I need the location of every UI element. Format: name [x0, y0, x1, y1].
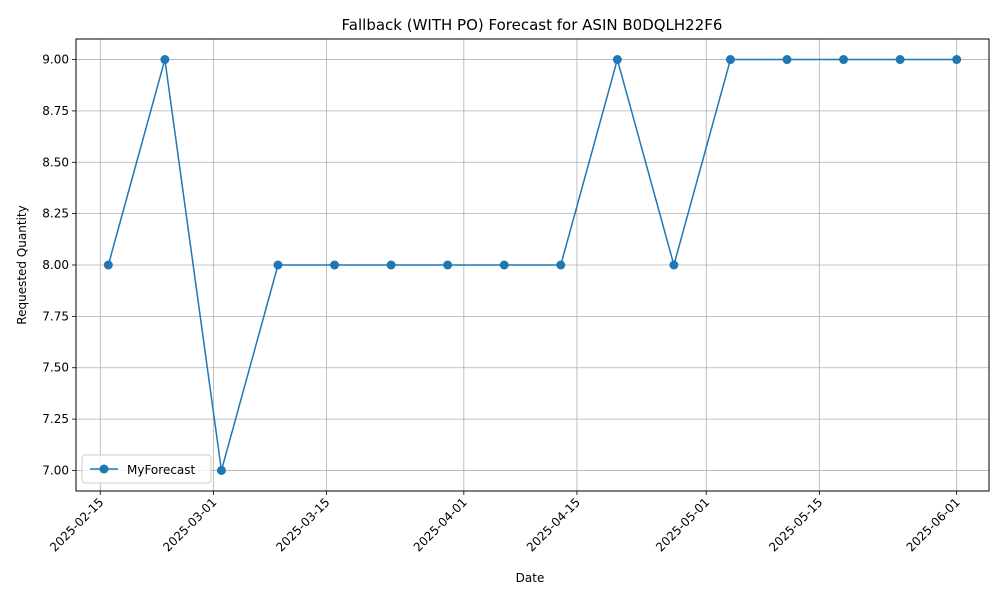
y-axis-label: Requested Quantity [15, 205, 29, 324]
chart-title: Fallback (WITH PO) Forecast for ASIN B0D… [342, 16, 723, 34]
y-tick-label: 7.00 [42, 463, 69, 477]
data-point [103, 260, 113, 270]
y-tick-label: 8.00 [42, 258, 69, 272]
data-point [386, 260, 396, 270]
data-point [443, 260, 453, 270]
data-point [499, 260, 509, 270]
data-point [160, 55, 170, 65]
data-point [782, 55, 792, 65]
legend-box [81, 454, 212, 484]
y-tick-label: 8.25 [42, 207, 69, 221]
y-tick-label: 9.00 [42, 53, 69, 67]
data-point [895, 55, 905, 65]
x-axis-label: Date [516, 571, 545, 585]
data-point [612, 55, 622, 65]
legend-label: MyForecast [127, 463, 196, 477]
legend: MyForecast [81, 454, 212, 484]
data-point [216, 465, 226, 475]
y-tick-label: 8.75 [42, 104, 69, 118]
data-point [725, 55, 735, 65]
legend-point-marker [99, 464, 109, 474]
data-point [839, 55, 849, 65]
data-point [273, 260, 283, 270]
data-point [952, 55, 962, 65]
y-tick-label: 7.50 [42, 361, 69, 375]
data-point [330, 260, 340, 270]
y-tick-label: 7.75 [42, 309, 69, 323]
series-layer [103, 55, 962, 475]
series-line [107, 58, 957, 472]
data-point [669, 260, 679, 270]
y-tick-label: 7.25 [42, 412, 69, 426]
data-point [556, 260, 566, 270]
y-tick-label: 8.50 [42, 155, 69, 169]
y-axis-ticks: 7.00 7.25 7.50 7.75 8.00 8.25 8.50 8.75 9.00 [42, 53, 76, 477]
